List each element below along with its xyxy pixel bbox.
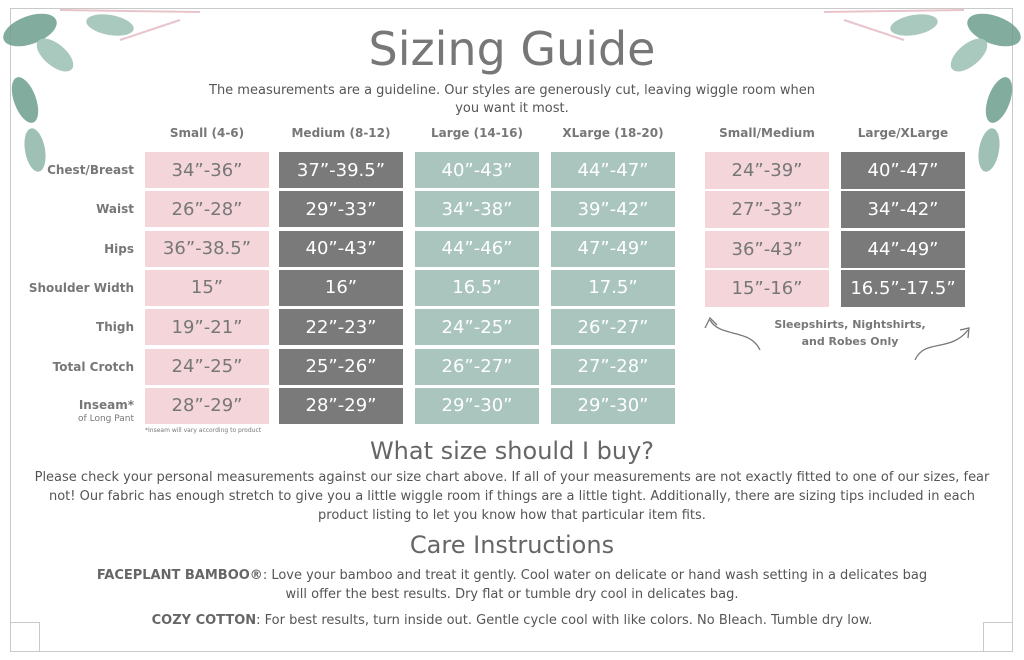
size-cell: 40”-43” bbox=[415, 152, 539, 188]
column-header: Medium (8-12) bbox=[291, 126, 391, 140]
size-cell: 29”-30” bbox=[415, 387, 539, 424]
inseam-footnote: *Inseam will vary according to product bbox=[145, 427, 262, 434]
column-header: Large (14-16) bbox=[431, 126, 523, 140]
row-label: Thigh bbox=[96, 320, 134, 335]
size-cell: 29”-30” bbox=[551, 387, 675, 424]
sleep-size-cell: 24”-39” bbox=[705, 152, 829, 189]
size-cell: 44”-46” bbox=[415, 230, 539, 267]
corner-ornament bbox=[10, 622, 40, 652]
size-cell: 26”-27” bbox=[415, 348, 539, 385]
row-label: Hips bbox=[104, 241, 134, 256]
sleep-size-cell: 15”-16” bbox=[705, 269, 829, 307]
arrow-decorations bbox=[704, 316, 970, 361]
row-label: Waist bbox=[96, 202, 134, 217]
size-cell: 29”-33” bbox=[279, 191, 403, 228]
sleepwear-note-line: Sleepshirts, Nightshirts, bbox=[774, 318, 926, 331]
row-label: Chest/Breast bbox=[47, 163, 134, 177]
size-cell: 19”-21” bbox=[145, 309, 269, 346]
sleep-size-cell: 40”-47” bbox=[841, 152, 965, 189]
column-header: Small (4-6) bbox=[169, 126, 245, 140]
size-cell: 25”-26” bbox=[279, 348, 403, 385]
size-cell: 15” bbox=[145, 269, 269, 306]
page-frame bbox=[10, 8, 1013, 652]
leaves-decoration-right bbox=[823, 9, 1021, 172]
page-title: Sizing Guide bbox=[368, 22, 656, 76]
corner-ornament bbox=[983, 622, 1013, 652]
size-cell: 28”-29” bbox=[279, 387, 403, 424]
column-header: XLarge (18-20) bbox=[562, 126, 664, 140]
subtitle: The measurements are a guideline. Our st… bbox=[209, 83, 815, 116]
size-cell: 37”-39.5” bbox=[279, 152, 403, 188]
sleepwear-note-line: and Robes Only bbox=[801, 335, 899, 348]
size-cell: 16” bbox=[279, 269, 403, 306]
size-cell: 34”-38” bbox=[415, 191, 539, 228]
sleep-size-cell: 44”-49” bbox=[841, 230, 965, 268]
size-cell: 24”-25” bbox=[145, 348, 269, 385]
care-bamboo: FACEPLANT BAMBOO®: Love your bamboo and … bbox=[90, 566, 934, 604]
sleep-size-cell: 34”-42” bbox=[841, 191, 965, 229]
size-cell: 34”-36” bbox=[145, 152, 269, 188]
size-cell: 36”-38.5” bbox=[145, 230, 269, 267]
care-heading: Care Instructions bbox=[409, 531, 615, 559]
size-cell: 47”-49” bbox=[551, 230, 675, 267]
bamboo-text: : Love your bamboo and treat it gently. … bbox=[262, 568, 928, 602]
row-label: Total Crotch bbox=[52, 359, 134, 374]
size-cell: 26”-27” bbox=[551, 309, 675, 346]
size-cell: 17.5” bbox=[551, 269, 675, 306]
size-cell: 26”-28” bbox=[145, 191, 269, 228]
sleepwear-note: Sleepshirts, Nightshirts, and Robes Only bbox=[740, 316, 960, 350]
cotton-text: : For best results, turn inside out. Gen… bbox=[256, 613, 873, 628]
column-header: Large/XLarge bbox=[857, 126, 949, 140]
what-size-heading: What size should I buy? bbox=[369, 437, 655, 465]
inseam-sublabel: of Long Pant bbox=[78, 414, 134, 424]
size-cell: 24”-25” bbox=[415, 309, 539, 346]
size-cell: 22”-23” bbox=[279, 309, 403, 346]
size-cell: 44”-47” bbox=[551, 152, 675, 188]
size-cell: 16.5” bbox=[415, 269, 539, 306]
column-header: Small/Medium bbox=[719, 126, 815, 140]
row-label: Inseam* bbox=[78, 397, 134, 412]
row-label: Shoulder Width bbox=[28, 280, 134, 295]
cotton-label: COZY COTTON bbox=[151, 613, 257, 628]
size-cell: 27”-28” bbox=[551, 348, 675, 385]
leaves-decoration-left bbox=[3, 9, 201, 172]
sleep-size-cell: 36”-43” bbox=[705, 230, 829, 268]
size-cell: 40”-43” bbox=[279, 230, 403, 267]
sleep-size-cell: 27”-33” bbox=[705, 191, 829, 229]
sleep-size-cell: 16.5”-17.5” bbox=[841, 269, 965, 307]
bamboo-label: FACEPLANT BAMBOO® bbox=[96, 568, 263, 583]
size-cell: 28”-29” bbox=[145, 387, 269, 424]
size-cell: 39”-42” bbox=[551, 191, 675, 228]
what-size-text: Please check your personal measurements … bbox=[34, 470, 990, 523]
care-cotton: COZY COTTON: For best results, turn insi… bbox=[30, 611, 994, 630]
